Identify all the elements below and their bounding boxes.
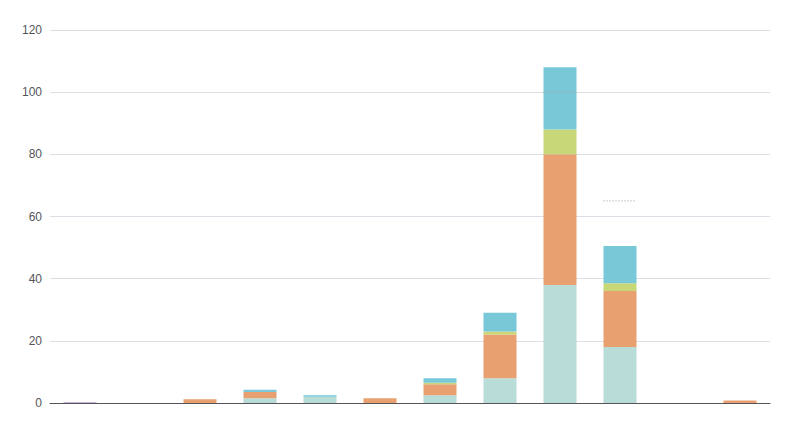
svg-text:80: 80	[29, 147, 43, 161]
svg-text:60: 60	[29, 210, 43, 224]
svg-text:120: 120	[22, 23, 42, 37]
svg-text:40: 40	[29, 272, 43, 286]
svg-text:0: 0	[35, 396, 42, 410]
svg-text:20: 20	[29, 334, 43, 348]
svg-text:100: 100	[22, 85, 42, 99]
